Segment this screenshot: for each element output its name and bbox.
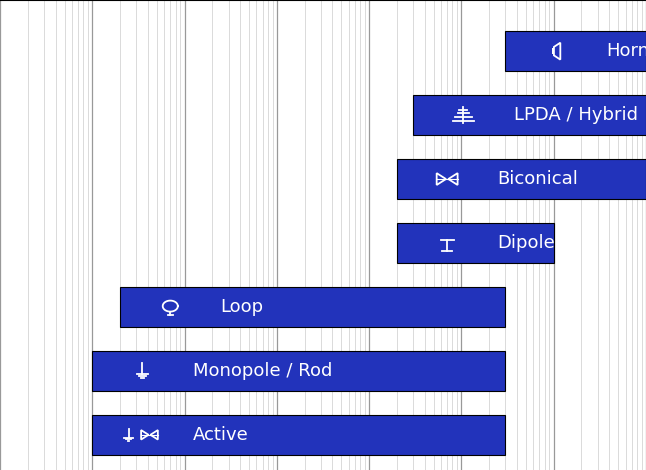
Bar — [92, 351, 505, 391]
Bar — [413, 95, 646, 135]
Text: Horn: Horn — [606, 42, 646, 60]
Bar — [397, 159, 646, 199]
Text: Loop: Loop — [220, 298, 264, 316]
Text: Dipole: Dipole — [497, 234, 555, 252]
Bar — [120, 287, 505, 327]
Text: LPDA / Hybrid: LPDA / Hybrid — [514, 106, 638, 124]
Bar — [397, 223, 554, 263]
Bar — [505, 31, 646, 71]
Bar — [92, 415, 505, 454]
Text: Biconical: Biconical — [497, 170, 578, 188]
Bar — [552, 48, 554, 54]
Text: Active: Active — [193, 426, 249, 444]
Text: Monopole / Rod: Monopole / Rod — [193, 362, 332, 380]
